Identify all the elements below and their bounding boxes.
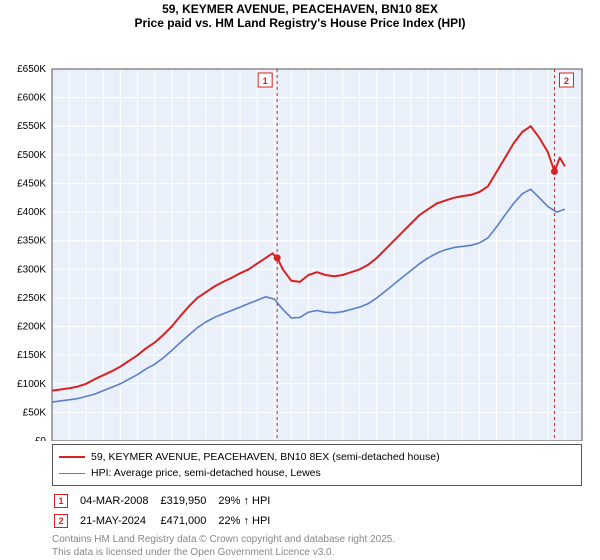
legend-label: 59, KEYMER AVENUE, PEACEHAVEN, BN10 8EX … xyxy=(91,451,440,463)
svg-text:£0: £0 xyxy=(35,436,47,441)
marker-price: £319,950 xyxy=(160,492,216,510)
marker-number-box: 1 xyxy=(54,494,68,508)
svg-text:2: 2 xyxy=(564,76,569,86)
marker-price: £471,000 xyxy=(160,512,216,530)
attribution-line-2: This data is licensed under the Open Gov… xyxy=(52,547,395,560)
price-chart: £0 £50K £100K £150K £200K £250K £300K £350K £400… xyxy=(0,31,600,441)
svg-text:£550K: £550K xyxy=(17,121,46,132)
marker-date: 21-MAY-2024 xyxy=(80,512,158,530)
svg-text:£100K: £100K xyxy=(17,379,46,390)
svg-text:£600K: £600K xyxy=(17,92,46,103)
legend-swatch xyxy=(59,456,85,458)
svg-text:£450K: £450K xyxy=(17,178,46,189)
attribution: Contains HM Land Registry data © Crown c… xyxy=(52,534,395,559)
title-line-2: Price paid vs. HM Land Registry's House … xyxy=(0,16,600,30)
marker-number-box: 2 xyxy=(54,514,68,528)
marker-row: 1 04-MAR-2008£319,95029% ↑ HPI xyxy=(54,492,280,510)
svg-text:£300K: £300K xyxy=(17,264,46,275)
legend-row: HPI: Average price, semi-detached house,… xyxy=(59,465,575,481)
legend: 59, KEYMER AVENUE, PEACEHAVEN, BN10 8EX … xyxy=(52,444,582,486)
svg-text:£350K: £350K xyxy=(17,235,46,246)
svg-text:1: 1 xyxy=(263,76,268,86)
svg-text:£50K: £50K xyxy=(23,407,47,418)
legend-row: 59, KEYMER AVENUE, PEACEHAVEN, BN10 8EX … xyxy=(59,449,575,465)
svg-text:£150K: £150K xyxy=(17,350,46,361)
title-line-1: 59, KEYMER AVENUE, PEACEHAVEN, BN10 8EX xyxy=(0,2,600,16)
chart-title-block: 59, KEYMER AVENUE, PEACEHAVEN, BN10 8EX … xyxy=(0,0,600,31)
legend-swatch xyxy=(59,473,85,474)
marker-delta: 29% ↑ HPI xyxy=(218,492,280,510)
marker-row: 2 21-MAY-2024£471,00022% ↑ HPI xyxy=(54,512,280,530)
svg-text:£200K: £200K xyxy=(17,321,46,332)
marker-table: 1 04-MAR-2008£319,95029% ↑ HPI 2 21-MAY-202… xyxy=(52,490,282,532)
svg-text:£250K: £250K xyxy=(17,293,46,304)
svg-text:£500K: £500K xyxy=(17,150,46,161)
marker-delta: 22% ↑ HPI xyxy=(218,512,280,530)
legend-label: HPI: Average price, semi-detached house,… xyxy=(91,467,321,479)
svg-text:£400K: £400K xyxy=(17,207,46,218)
marker-date: 04-MAR-2008 xyxy=(80,492,158,510)
svg-text:£650K: £650K xyxy=(17,64,46,75)
attribution-line-1: Contains HM Land Registry data © Crown c… xyxy=(52,534,395,547)
